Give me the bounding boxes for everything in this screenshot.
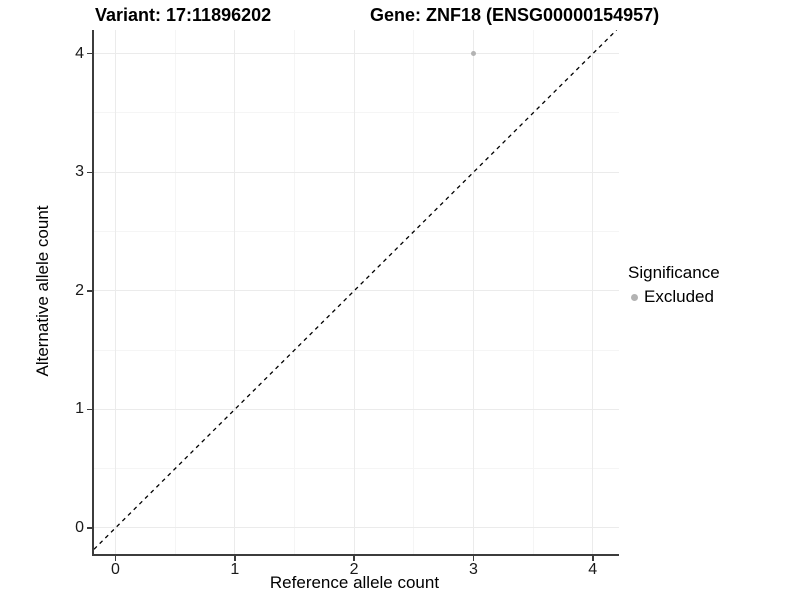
y-tick-mark [87, 171, 92, 173]
y-minor-gridline [94, 112, 619, 114]
x-major-gridline [114, 30, 116, 554]
x-major-gridline [472, 30, 474, 554]
x-tick-label: 1 [230, 561, 240, 578]
y-tick-mark [87, 527, 92, 529]
y-minor-gridline [94, 468, 619, 470]
y-major-gridline [94, 171, 619, 173]
legend-point-icon [631, 293, 638, 301]
y-tick-label: 0 [75, 518, 84, 536]
x-axis-label: Reference allele count [269, 573, 440, 592]
legend-item-excluded: Excluded [631, 287, 720, 307]
x-tick-label: 0 [111, 561, 120, 578]
y-tick-mark [87, 408, 92, 411]
y-major-gridline [94, 290, 619, 292]
y-tick-label: 1 [75, 400, 84, 418]
x-tick-label: 2 [349, 561, 359, 578]
y-tick-label: 3 [75, 163, 84, 181]
y-tick-label: 2 [75, 281, 84, 299]
y-minor-gridline [94, 349, 619, 351]
plot-title-gene: Gene: ZNF18 (ENSG00000154957) [370, 5, 660, 25]
y-major-gridline [94, 408, 619, 410]
x-minor-gridline [532, 30, 534, 554]
x-tick-mark [234, 556, 236, 561]
x-minor-gridline [174, 30, 176, 554]
x-tick-label: 4 [588, 561, 598, 578]
x-minor-gridline [413, 30, 415, 554]
plot-title-variant: Variant: 17:11896202 [95, 5, 272, 25]
y-tick-mark [87, 290, 92, 292]
plot-panel [92, 30, 619, 556]
x-major-gridline [353, 30, 355, 554]
y-tick-label: 4 [75, 44, 84, 62]
identity-reference-line [94, 30, 618, 550]
x-tick-mark [114, 556, 117, 561]
x-minor-gridline [293, 30, 295, 554]
x-tick-label: 3 [468, 561, 478, 578]
x-major-gridline [234, 30, 236, 554]
x-major-gridline [592, 30, 594, 554]
y-minor-gridline [94, 231, 619, 233]
legend-item-label: Excluded [644, 287, 714, 306]
legend-title: Significance [628, 263, 720, 282]
x-tick-mark [592, 556, 594, 561]
y-major-gridline [94, 53, 619, 55]
data-point [470, 51, 476, 57]
x-tick-mark [353, 556, 355, 561]
y-tick-mark [87, 52, 92, 55]
y-axis-label: Alternative allele count [33, 205, 52, 377]
legend: Significance Excluded [628, 263, 720, 307]
y-major-gridline [94, 527, 619, 529]
x-tick-mark [472, 556, 475, 561]
